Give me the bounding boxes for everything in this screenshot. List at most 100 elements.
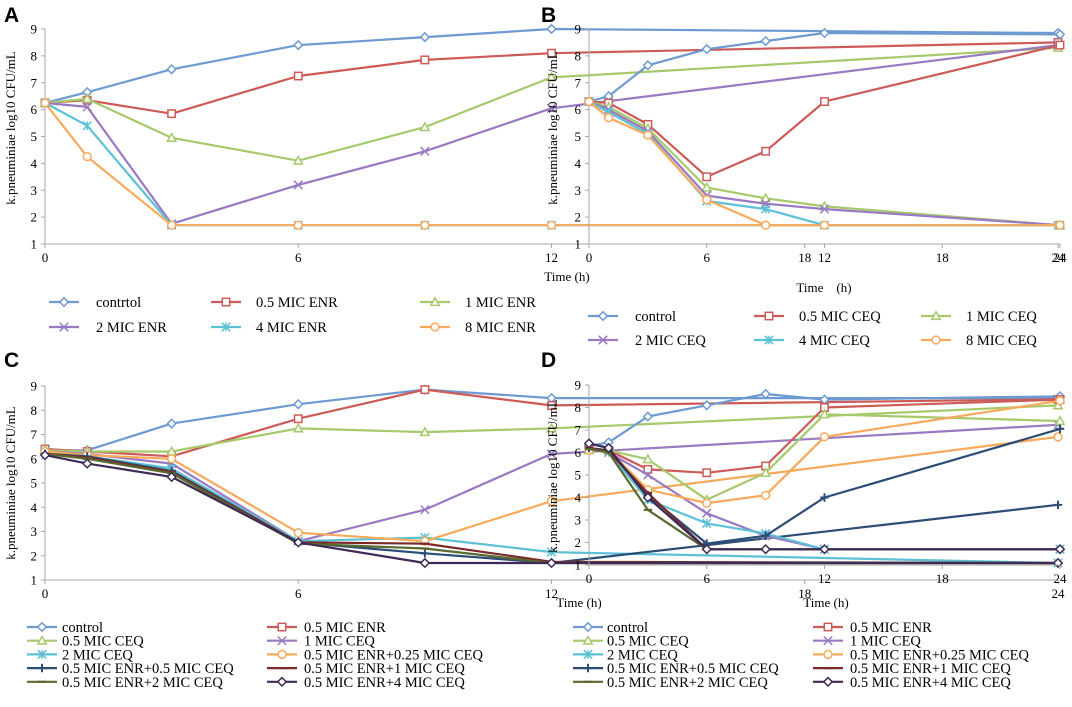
legend-label: 0.5 MIC ENR+1 MIC CEQ	[304, 661, 465, 677]
legend-item: control	[27, 620, 103, 636]
legend-swatch-marker	[37, 649, 47, 660]
data-point	[166, 445, 178, 456]
data-point	[166, 132, 178, 142]
legend-label: 2 MIC CEQ	[62, 647, 133, 663]
data-point	[760, 490, 771, 500]
data-point	[420, 55, 430, 65]
x-tick-label: 24	[1054, 571, 1068, 586]
legend-label: 1 MIC CEQ	[966, 309, 1037, 325]
legend-swatch-marker	[36, 634, 48, 645]
legend-item: 0.5 MIC CEQ	[754, 309, 881, 325]
data-point	[81, 93, 93, 103]
legend-item: 1 MIC CEQ	[813, 634, 921, 650]
y-tick-label: 1	[575, 237, 582, 252]
y-tick-label: 2	[575, 535, 582, 550]
y-tick-label: 6	[31, 451, 38, 466]
data-point	[642, 453, 654, 464]
data-point	[1055, 396, 1065, 406]
data-point	[819, 408, 830, 419]
data-point	[702, 508, 712, 518]
data-point	[82, 102, 92, 112]
data-point	[547, 48, 556, 58]
data-point	[603, 113, 614, 123]
legend-label: 2 MIC CEQ	[635, 333, 706, 349]
data-point	[1054, 543, 1066, 555]
data-point	[546, 71, 557, 82]
y-tick-label: 9	[31, 379, 38, 394]
data-point	[166, 454, 177, 464]
legend-item: 2 MIC CEQ	[573, 647, 678, 663]
x-tick-label: 6	[295, 250, 302, 265]
data-point	[82, 152, 92, 162]
data-point	[293, 528, 303, 538]
data-point	[643, 464, 653, 474]
data-point	[292, 154, 304, 165]
legend-label: 4 MIC ENR	[256, 320, 327, 336]
legend-swatch-marker	[37, 663, 47, 673]
x-axis-title: Time (h)	[796, 280, 851, 295]
y-tick-label: 4	[31, 156, 38, 171]
data-point	[419, 121, 431, 132]
legend-label: 0.5 MIC ENR+0.25 MIC CEQ	[304, 647, 483, 663]
legend-item: 2 MIC CEQ	[27, 647, 133, 663]
legend-item: 2 MIC CEQ	[588, 333, 706, 349]
data-point	[40, 98, 50, 108]
data-point	[546, 422, 557, 433]
legend-label: 0.5 MIC ENR+0.25 MIC CEQ	[850, 647, 1029, 663]
y-tick-label: 9	[31, 22, 38, 37]
x-axis-title: Time (h)	[544, 269, 589, 284]
legend-label: 0.5 MIC ENR+4 MIC CEQ	[850, 675, 1011, 691]
y-tick-label: 3	[31, 524, 38, 539]
y-tick-label: 5	[575, 129, 582, 144]
legend-item: control	[588, 309, 676, 325]
series-4	[584, 96, 1065, 230]
legend-label: control	[607, 620, 648, 636]
legend-swatch-marker	[277, 649, 287, 660]
x-tick-label: 18	[936, 250, 949, 265]
data-point	[819, 432, 830, 442]
legend: control 0.5 MIC CEQ 1 MIC CEQ 2 MIC CEQ 4 MI…	[588, 309, 1037, 349]
legend-label: 2 MIC CEQ	[607, 647, 678, 663]
data-point	[292, 537, 304, 548]
legend-item: 1 MIC ENR	[420, 295, 536, 311]
data-point	[819, 27, 830, 39]
legend-item: 0.5 MIC ENR+0.5 MIC CEQ	[573, 661, 779, 677]
legend-label: 0.5 MIC ENR+2 MIC CEQ	[62, 675, 223, 691]
x-tick-label: 12	[818, 250, 831, 265]
data-point	[701, 181, 713, 192]
x-tick-label: 6	[295, 586, 302, 601]
data-point	[702, 195, 712, 205]
y-tick-label: 8	[31, 403, 38, 418]
legend-item: 4 MIC CEQ	[754, 333, 870, 349]
panel-letter: C	[4, 349, 19, 372]
y-tick-label: 8	[575, 400, 582, 415]
data-point	[292, 422, 304, 433]
legend-label: 0.5 MIC ENR	[850, 620, 932, 636]
legend-swatch-marker	[598, 335, 608, 345]
legend-label: 0.5 MIC ENR+0.5 MIC CEQ	[607, 661, 779, 677]
legend-label: 1 MIC ENR	[465, 295, 536, 311]
data-point	[761, 146, 771, 156]
legend-item: 8 MIC ENR	[420, 320, 536, 336]
legend-item: 0.5 MIC ENR+4 MIC CEQ	[267, 675, 465, 691]
x-tick-label: 18	[798, 586, 811, 601]
y-tick-label: 7	[575, 423, 582, 438]
legend-label: 8 MIC ENR	[465, 320, 536, 336]
data-point	[546, 557, 557, 569]
legend-swatch-marker	[221, 297, 231, 307]
legend-swatch-marker	[277, 622, 287, 632]
legend-swatch-marker	[823, 635, 833, 646]
x-tick-label: 12	[545, 250, 558, 265]
panel-letter: D	[541, 349, 556, 372]
data-point	[1054, 415, 1066, 426]
data-point	[819, 220, 830, 230]
data-point	[642, 492, 654, 503]
y-tick-label: 1	[31, 573, 38, 588]
data-point	[167, 109, 177, 119]
legend-item: 1 MIC CEQ	[267, 634, 375, 650]
data-point	[642, 411, 654, 422]
y-tick-label: 4	[575, 490, 582, 505]
y-tick-label: 1	[575, 558, 582, 573]
legend: control 0.5 MIC ENR 0.5 MIC CEQ 1 MIC CEQ 2 …	[573, 620, 1029, 691]
